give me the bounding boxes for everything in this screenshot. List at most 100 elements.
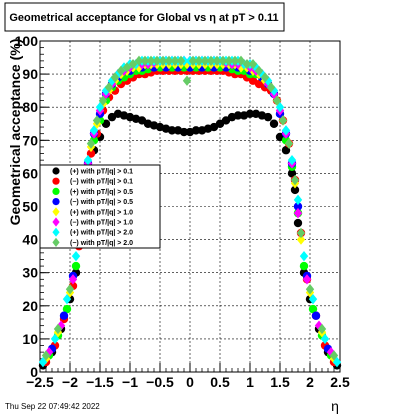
data-point — [59, 311, 69, 320]
x-tick-label: 1.5 — [270, 374, 290, 390]
x-tick-label: 2 — [306, 374, 314, 390]
data-point — [101, 85, 111, 96]
data-point — [236, 55, 246, 67]
data-point — [290, 174, 300, 186]
data-point — [62, 304, 72, 314]
data-point — [290, 185, 300, 195]
data-point — [167, 126, 177, 135]
data-point — [52, 198, 60, 206]
data-point — [83, 154, 93, 166]
data-point — [233, 111, 243, 120]
x-axis-label: η — [331, 398, 339, 414]
data-point — [269, 85, 279, 96]
data-point — [191, 126, 201, 135]
x-tick-label: 1 — [246, 374, 254, 390]
legend-entry: (+) with pT/|q| > 2.0 — [52, 227, 133, 237]
data-point — [52, 227, 60, 237]
data-point — [245, 109, 255, 119]
data-point — [71, 250, 81, 262]
data-point — [218, 55, 228, 67]
data-point — [152, 55, 162, 67]
data-point — [104, 82, 114, 93]
data-point — [224, 55, 234, 67]
data-point — [242, 58, 252, 70]
data-point — [134, 55, 144, 67]
data-point — [260, 72, 270, 83]
data-point — [281, 125, 291, 136]
data-point — [206, 55, 216, 67]
x-tick-label: 2.5 — [330, 374, 350, 390]
legend-label: (+) with pT/|q| > 0.5 — [70, 189, 133, 196]
data-point — [52, 167, 60, 175]
legend-label: (+) with pT/|q| > 0.1 — [70, 169, 133, 176]
y-tick-label: 20 — [22, 298, 38, 314]
data-point — [179, 127, 189, 137]
data-point — [41, 350, 51, 361]
data-point — [98, 95, 108, 106]
y-tick-label: 100 — [15, 33, 39, 49]
data-point — [248, 58, 258, 70]
legend-entry: (+) with pT/|q| > 1.0 — [52, 207, 133, 217]
data-point — [305, 284, 315, 295]
data-point — [53, 323, 63, 335]
data-point — [311, 311, 321, 320]
data-point — [269, 119, 279, 128]
data-point — [194, 55, 204, 67]
data-point — [263, 112, 273, 122]
data-point — [188, 55, 198, 67]
data-point — [52, 237, 60, 247]
data-point — [266, 82, 276, 93]
data-point — [71, 261, 81, 271]
legend-entry: (−) with pT/|q| > 2.0 — [52, 237, 133, 247]
x-tick-label: 0 — [186, 374, 194, 390]
y-tick-label: 30 — [22, 265, 38, 281]
y-tick-label: 10 — [22, 331, 38, 347]
data-point — [329, 350, 339, 361]
data-point — [68, 274, 78, 285]
data-point — [170, 55, 180, 67]
x-tick-label: −2.5 — [26, 374, 54, 390]
data-point — [320, 333, 330, 345]
data-point — [296, 234, 306, 245]
data-point — [176, 55, 186, 67]
axis-ticks: −2.5 −2 −1.5 −1 −0.5 0 0.5 1 1.5 2 2.5 0 10 20 30 40 50 6… — [15, 33, 350, 390]
data-point — [182, 58, 192, 70]
data-point — [308, 293, 318, 305]
y-tick-label: 80 — [22, 99, 38, 115]
data-point — [287, 169, 297, 178]
data-point — [89, 125, 99, 136]
data-point — [140, 55, 150, 67]
y-tick-label: 50 — [22, 199, 38, 215]
x-tick-label: −0.5 — [146, 374, 174, 390]
y-tick-label: 70 — [22, 132, 38, 148]
data-point — [254, 65, 264, 76]
data-point — [52, 177, 60, 185]
legend-label: (−) with pT/|q| > 0.1 — [70, 179, 133, 186]
legend-entry: (−) with pT/|q| > 0.1 — [52, 177, 133, 186]
data-point — [86, 138, 96, 149]
chart-title: Geometrical acceptance for Global vs η a… — [9, 12, 278, 24]
data-point — [62, 293, 72, 305]
data-point — [164, 55, 174, 67]
x-tick-label: 0.5 — [210, 374, 230, 390]
title-box — [4, 2, 285, 32]
data-point — [308, 304, 318, 314]
y-tick-label: 90 — [22, 66, 38, 82]
data-point — [50, 333, 60, 345]
data-point — [293, 202, 303, 211]
data-point — [134, 62, 144, 73]
data-point — [299, 261, 309, 271]
data-point — [293, 218, 303, 228]
data-point — [52, 217, 60, 227]
y-tick-label: 40 — [22, 232, 38, 248]
legend-label: (−) with pT/|q| > 0.5 — [70, 199, 133, 206]
legend-entry: (+) with pT/|q| > 0.1 — [52, 167, 133, 176]
data-point — [293, 207, 303, 219]
data-point — [236, 62, 246, 73]
data-point — [86, 149, 96, 158]
data-point — [110, 72, 120, 83]
data-point — [302, 274, 312, 285]
legend-label: (−) with pT/|q| > 2.0 — [70, 240, 133, 247]
legend-entry: (−) with pT/|q| > 0.5 — [52, 198, 133, 206]
data-point — [293, 194, 303, 206]
